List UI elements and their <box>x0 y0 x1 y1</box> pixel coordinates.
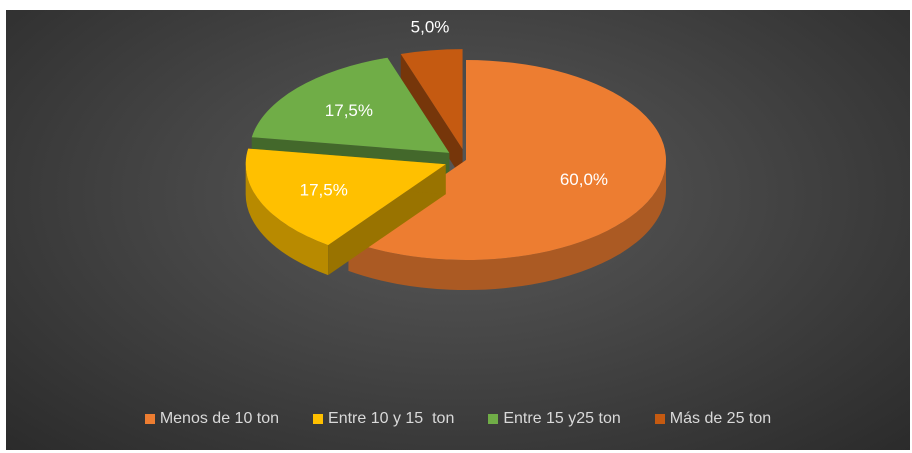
pie-slice-cut <box>328 164 446 276</box>
legend-item: Entre 10 y 15 ton <box>313 410 454 428</box>
legend-swatch <box>144 414 155 424</box>
legend-label: Entre 10 y 15 ton <box>328 410 455 427</box>
legend-swatch <box>654 414 665 424</box>
legend-item: Entre 15 y25 ton <box>488 410 621 428</box>
pie-slice-top <box>245 148 446 246</box>
legend-swatch <box>488 414 499 424</box>
pie-slice-side <box>348 160 666 290</box>
data-label: 60,0% <box>560 170 608 189</box>
pie-slice <box>400 49 463 180</box>
pie-chart: 60,0% 17,5% 17,5% 5,0% <box>245 18 666 290</box>
pie-slice <box>245 148 446 276</box>
chart-area: 60,0% 17,5% 17,5% 5,0% Menos de 10 ton Entre… <box>6 10 910 450</box>
pie-slice-top <box>348 60 666 261</box>
legend-item: Menos de 10 ton <box>144 410 280 428</box>
pie-slice-top <box>400 49 463 150</box>
legend: Menos de 10 ton Entre 10 y 15 ton Entre 15… <box>6 410 910 428</box>
data-label: 17,5% <box>325 101 373 120</box>
data-label: 5,0% <box>411 18 450 37</box>
legend-swatch <box>313 414 324 424</box>
pie-slice-cut <box>400 54 463 180</box>
pie-slice-top <box>251 57 450 153</box>
legend-label: Menos de 10 ton <box>159 410 280 427</box>
legend-label: Entre 15 y25 ton <box>503 410 621 427</box>
pie-slice-side <box>245 164 329 276</box>
legend-label: Más de 25 ton <box>669 410 772 427</box>
pie-slice <box>348 60 666 290</box>
data-label: 17,5% <box>300 180 348 199</box>
legend-item: Más de 25 ton <box>654 410 772 428</box>
